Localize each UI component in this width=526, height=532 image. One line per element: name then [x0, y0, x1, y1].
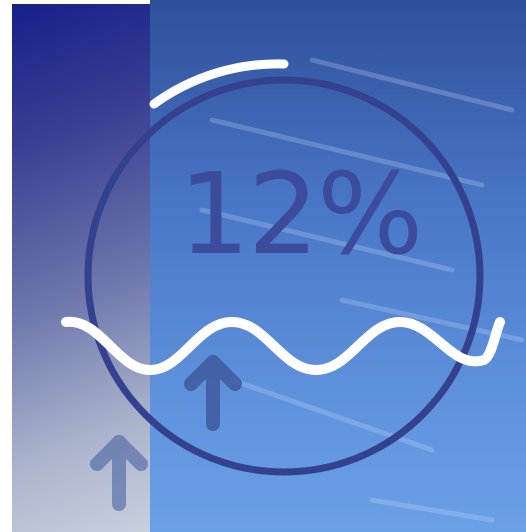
- fish-silhouettes: [199, 57, 525, 523]
- arrow-up-icon: [184, 355, 242, 431]
- gauge-ring: [84, 76, 484, 476]
- percentage-value: 12%: [178, 150, 424, 280]
- left-margin: [0, 0, 12, 532]
- wave-icon: [61, 316, 505, 376]
- top-margin: [0, 0, 150, 4]
- arrow-up-icon: [90, 435, 148, 511]
- progress-arc: [149, 59, 289, 109]
